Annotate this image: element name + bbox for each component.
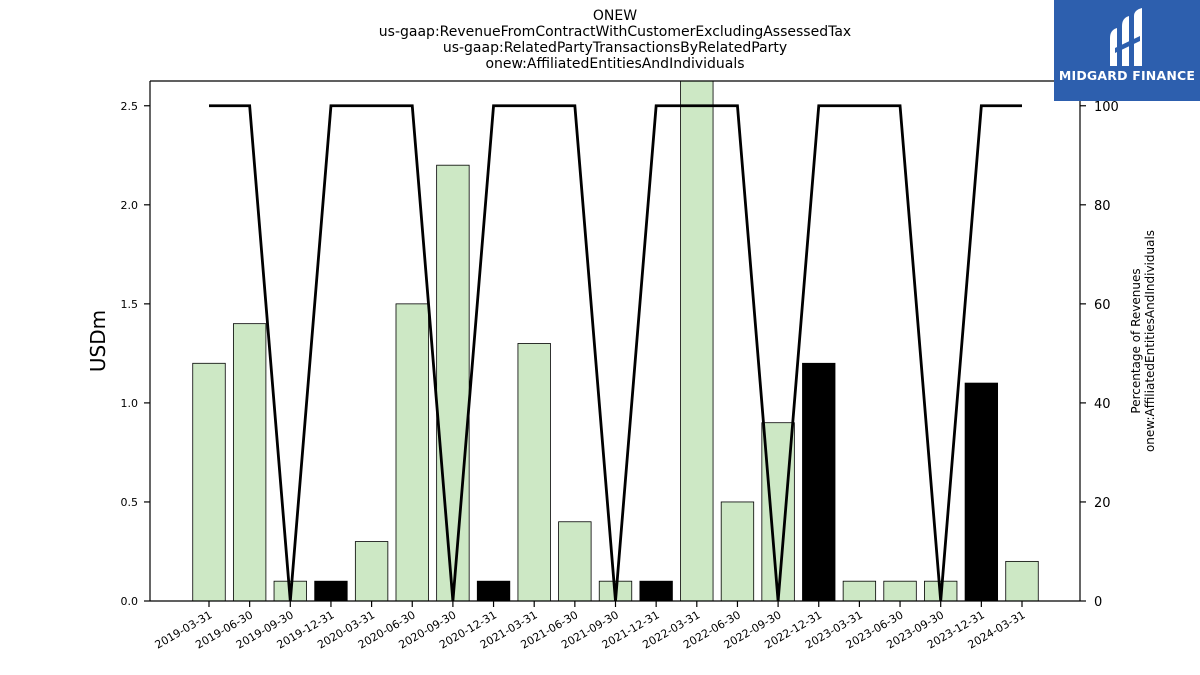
bar xyxy=(883,580,917,602)
y-tick-label: 1.5 xyxy=(121,298,139,311)
bar xyxy=(558,521,592,602)
percentage-line xyxy=(209,104,1022,602)
axes xyxy=(149,80,1081,602)
bar xyxy=(842,580,877,602)
bar xyxy=(395,303,429,602)
y-tick-label: 1.0 xyxy=(121,397,139,410)
bar xyxy=(354,541,389,602)
y-tick-label: 0.5 xyxy=(121,496,139,509)
y2-tick-label: 0 xyxy=(1094,595,1102,610)
midgard-logo-icon xyxy=(1110,8,1142,66)
x-axis-ticks: 2019-03-312019-06-302019-09-302019-12-31… xyxy=(153,601,1028,652)
chart-title-concept: us-gaap:RevenueFromContractWithCustomerE… xyxy=(379,24,851,40)
y2-tick-label: 40 xyxy=(1094,397,1111,412)
bar xyxy=(314,580,348,602)
y-axis-ticks: 0.0 0.5 1.0 1.5 2.0 2.5 xyxy=(121,100,150,608)
bar xyxy=(476,580,511,602)
y2-tick-label: 20 xyxy=(1094,496,1111,511)
bar-series xyxy=(192,80,1039,602)
y2-tick-label: 100 xyxy=(1094,100,1119,115)
chart-title-block: ONEW us-gaap:RevenueFromContractWithCust… xyxy=(379,8,851,72)
bar xyxy=(192,362,226,602)
y2-axis-ticks: 0 20 40 60 80 100 xyxy=(1080,100,1119,610)
y2-tick-label: 60 xyxy=(1094,298,1111,313)
y-tick-label: 2.5 xyxy=(121,100,139,113)
bar xyxy=(436,164,470,602)
bar xyxy=(1005,560,1039,602)
y2-axis-label: Percentage of Revenues onew:AffiliatedEn… xyxy=(1129,230,1157,452)
y-axis-label: USDm xyxy=(86,310,110,372)
y2-axis-label-line-1: Percentage of Revenues xyxy=(1129,268,1143,413)
bar xyxy=(639,580,673,602)
logo-text: MIDGARD FINANCE xyxy=(1058,68,1196,83)
y-tick-label: 0.0 xyxy=(121,595,139,608)
y2-tick-label: 80 xyxy=(1094,199,1111,214)
chart-title-member: onew:AffiliatedEntitiesAndIndividuals xyxy=(485,56,744,72)
y-tick-label: 2.0 xyxy=(121,199,139,212)
bar xyxy=(802,362,836,602)
bar xyxy=(517,343,551,602)
bar xyxy=(680,80,714,602)
bar xyxy=(964,382,999,602)
percentage-line-series xyxy=(209,104,1022,602)
bar xyxy=(232,323,267,602)
bar xyxy=(720,501,755,602)
chart-title-axis: us-gaap:RelatedPartyTransactionsByRelate… xyxy=(443,40,787,56)
midgard-finance-logo: MIDGARD FINANCE xyxy=(1054,0,1200,101)
y2-axis-label-line-2: onew:AffiliatedEntitiesAndIndividuals xyxy=(1143,230,1157,452)
chart-title-ticker: ONEW xyxy=(593,8,637,24)
